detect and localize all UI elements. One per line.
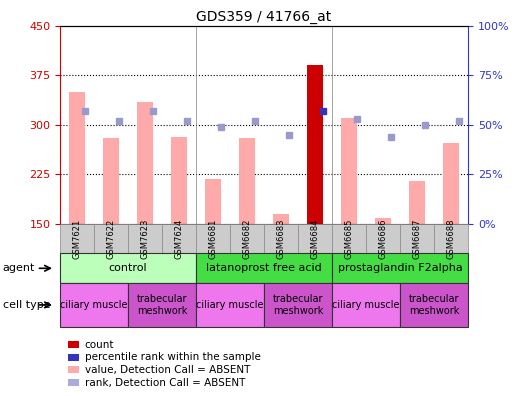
Text: prostaglandin F2alpha: prostaglandin F2alpha bbox=[338, 263, 462, 273]
Bar bbox=[376, 219, 391, 224]
Text: GSM6687: GSM6687 bbox=[413, 218, 422, 259]
Text: trabecular
meshwork: trabecular meshwork bbox=[273, 294, 323, 316]
Text: cell type: cell type bbox=[3, 300, 50, 310]
Bar bbox=[138, 102, 153, 224]
Text: GSM6681: GSM6681 bbox=[209, 219, 218, 259]
Text: GSM6683: GSM6683 bbox=[277, 218, 286, 259]
Text: agent: agent bbox=[3, 263, 35, 273]
Text: GSM6686: GSM6686 bbox=[379, 218, 388, 259]
Text: ciliary muscle: ciliary muscle bbox=[196, 300, 264, 310]
Bar bbox=[342, 118, 357, 224]
Text: GDS359 / 41766_at: GDS359 / 41766_at bbox=[197, 10, 332, 24]
Text: GSM7622: GSM7622 bbox=[107, 219, 116, 259]
Text: GSM6688: GSM6688 bbox=[447, 218, 456, 259]
Text: trabecular
meshwork: trabecular meshwork bbox=[137, 294, 187, 316]
Bar bbox=[104, 138, 119, 224]
Text: GSM6682: GSM6682 bbox=[243, 219, 252, 259]
Bar bbox=[410, 181, 425, 224]
Text: value, Detection Call = ABSENT: value, Detection Call = ABSENT bbox=[85, 365, 250, 375]
Text: GSM6684: GSM6684 bbox=[311, 219, 320, 259]
Text: control: control bbox=[109, 263, 147, 273]
Text: trabecular
meshwork: trabecular meshwork bbox=[409, 294, 459, 316]
Bar bbox=[274, 214, 289, 224]
Text: rank, Detection Call = ABSENT: rank, Detection Call = ABSENT bbox=[85, 377, 245, 388]
Text: GSM6685: GSM6685 bbox=[345, 219, 354, 259]
Bar bbox=[70, 92, 85, 224]
Text: ciliary muscle: ciliary muscle bbox=[332, 300, 400, 310]
Text: GSM7624: GSM7624 bbox=[175, 219, 184, 259]
Text: count: count bbox=[85, 339, 114, 350]
Bar bbox=[172, 137, 187, 224]
Text: percentile rank within the sample: percentile rank within the sample bbox=[85, 352, 260, 362]
Text: GSM7623: GSM7623 bbox=[141, 219, 150, 259]
Text: GSM7621: GSM7621 bbox=[73, 219, 82, 259]
Text: latanoprost free acid: latanoprost free acid bbox=[206, 263, 322, 273]
Bar bbox=[206, 179, 221, 224]
Bar bbox=[444, 143, 459, 224]
Text: ciliary muscle: ciliary muscle bbox=[60, 300, 128, 310]
Bar bbox=[308, 65, 323, 224]
Bar bbox=[240, 138, 255, 224]
